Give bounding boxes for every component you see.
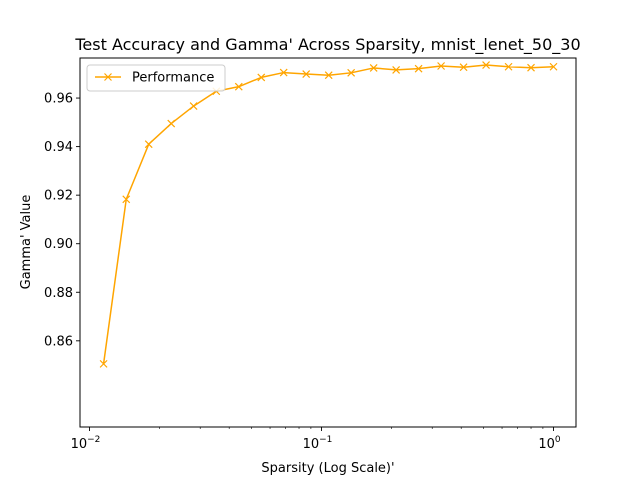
y-tick-label: 0.92 <box>44 189 73 204</box>
data-point <box>99 359 108 368</box>
data-point <box>392 65 401 74</box>
x-tick-exponent: −2 <box>87 435 100 445</box>
x-tick-label: 10−2 <box>71 435 101 452</box>
data-point <box>482 61 490 69</box>
y-axis: 0.86 0.88 0.90 0.92 0.94 0.96 <box>44 92 80 349</box>
legend: Performance <box>86 64 226 92</box>
legend-marker-x-icon <box>104 73 112 81</box>
legend-entry-performance: Performance <box>132 71 214 86</box>
series-performance <box>99 61 558 368</box>
y-tick-label: 0.94 <box>44 140 73 155</box>
data-point <box>302 70 311 78</box>
data-point <box>459 63 468 72</box>
plot-area <box>79 57 577 428</box>
data-point <box>234 82 243 91</box>
y-tick-label: 0.86 <box>44 334 73 349</box>
x-tick-base: 10 <box>303 437 320 452</box>
data-point <box>504 62 513 71</box>
data-point <box>414 64 423 73</box>
x-tick-exponent: 0 <box>555 435 561 445</box>
data-point <box>324 71 333 80</box>
data-point <box>189 102 198 110</box>
data-point <box>144 140 153 149</box>
data-point <box>257 73 266 82</box>
data-point <box>347 68 356 77</box>
chart-title: Test Accuracy and Gamma' Across Sparsity… <box>74 35 580 55</box>
data-point <box>437 62 446 70</box>
y-axis-label: Gamma' Value <box>19 195 34 290</box>
x-tick-label: 10−1 <box>303 435 333 452</box>
x-tick-base: 10 <box>538 437 555 452</box>
data-point <box>549 62 558 71</box>
legend-box <box>86 64 226 92</box>
data-point <box>122 195 131 204</box>
x-axis-label: Sparsity (Log Scale)' <box>261 461 394 476</box>
data-point <box>167 119 176 128</box>
x-tick-exponent: −1 <box>319 435 332 445</box>
x-axis: 10−2 10−1 100 <box>71 427 561 452</box>
y-tick-label: 0.88 <box>44 286 73 301</box>
data-point <box>527 63 535 72</box>
y-tick-label: 0.96 <box>44 92 73 107</box>
data-point <box>369 64 378 72</box>
y-tick-label: 0.90 <box>44 237 73 252</box>
data-point <box>279 68 288 77</box>
x-tick-base: 10 <box>71 437 88 452</box>
x-tick-label: 100 <box>538 435 561 452</box>
